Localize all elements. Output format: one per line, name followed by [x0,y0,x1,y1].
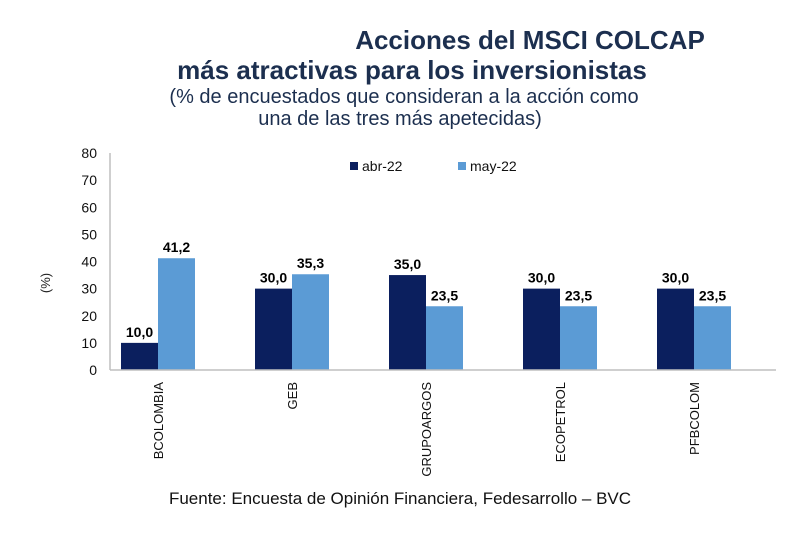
legend-swatch-abr-22 [350,162,358,170]
data-label: 35,0 [394,256,421,272]
data-label: 23,5 [565,287,592,303]
data-label: 23,5 [699,287,726,303]
y-tick-label: 40 [81,254,97,270]
y-tick-label: 70 [81,172,97,188]
bar-abr-22-ecopetrol [523,288,560,370]
legend-label-may-22: may-22 [470,158,517,174]
x-axis-labels: BCOLOMBIA GEB GRUPOARGOS ECOPETROL PFBCOLOM [151,382,702,477]
legend: abr-22 may-22 [350,158,517,174]
chart-subtitle-line2: una de las tres más apetecidas) [258,108,542,130]
legend-swatch-may-22 [458,162,466,170]
x-tick-label-ecopetrol: ECOPETROL [553,382,568,462]
chart-title-line2: más atractivas para los inversionistas [177,55,647,85]
y-tick-label: 30 [81,281,97,297]
y-tick-label: 0 [89,362,97,378]
data-label: 30,0 [528,270,555,286]
y-tick-label: 20 [81,308,97,324]
y-tick-label: 50 [81,226,97,242]
legend-label-abr-22: abr-22 [362,158,403,174]
bar-may-22-bcolombia [158,258,195,370]
bar-abr-22-geb [255,288,292,370]
data-label: 10,0 [126,324,153,340]
y-axis-ticks: 0 10 20 30 40 50 60 70 80 [81,145,97,378]
source-note: Fuente: Encuesta de Opinión Financiera, … [168,489,632,508]
bar-may-22-pfbcolom [694,306,731,370]
bar-may-22-geb [292,274,329,370]
data-label: 30,0 [662,270,689,286]
bar-abr-22-grupoargos [389,275,426,370]
data-label: 30,0 [260,270,287,286]
y-tick-label: 10 [81,335,97,351]
bar-may-22-ecopetrol [560,306,597,370]
data-label: 35,3 [297,255,324,271]
data-label: 23,5 [431,287,458,303]
chart-title-line1: Acciones del MSCI COLCAP [35,25,800,55]
data-label: 41,2 [163,239,190,255]
x-tick-label-pfbcolom: PFBCOLOM [687,382,702,455]
x-tick-label-grupoargos: GRUPOARGOS [419,382,434,477]
data-labels: 10,0 41,2 30,0 35,3 35,0 23,5 30,0 23,5 30,0 23,5 [126,239,726,340]
chart-subtitle-line1: (% de encuestados que consideran a la ac… [169,86,639,108]
y-tick-label: 60 [81,199,97,215]
bar-may-22-grupoargos [426,306,463,370]
bar-abr-22-bcolombia [121,342,158,370]
bars [121,258,731,370]
bar-abr-22-pfbcolom [657,288,694,370]
y-tick-label: 80 [81,145,97,161]
x-tick-label-bcolombia: BCOLOMBIA [151,382,166,460]
y-axis-label: (%) [38,273,53,293]
x-tick-label-geb: GEB [285,382,300,409]
chart-title-line1-text: Acciones del MSCI COLCAP [355,25,705,55]
